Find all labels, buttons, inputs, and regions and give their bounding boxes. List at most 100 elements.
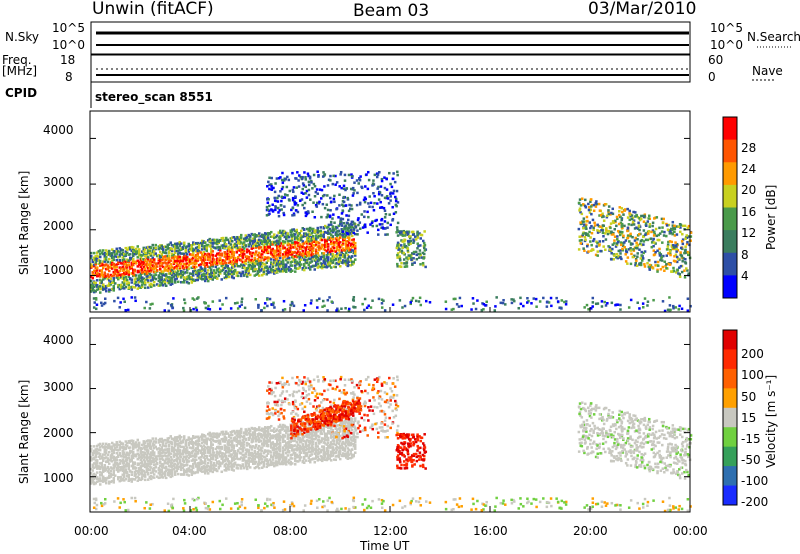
velocity-cell-1485: [171, 464, 174, 468]
power-cell-740: [130, 249, 133, 253]
power-cell-7294: [638, 217, 641, 220]
power-cell-2110: [204, 279, 207, 283]
power-cell-2326: [214, 239, 217, 242]
power-cell-3694: [285, 235, 288, 238]
power-cell-5268: [291, 196, 295, 200]
power-cell-7638: [647, 230, 651, 233]
power-cell-6610: [677, 272, 680, 275]
velocity-cell-851: [136, 438, 139, 442]
velocity-cell-493: [118, 469, 121, 472]
power-cell-4602: [333, 241, 336, 244]
velocity-cell-1801: [187, 469, 190, 472]
velocity-cell-767: [132, 450, 135, 454]
velocity-cell-583: [123, 472, 126, 475]
velocity-cell-1865: [190, 450, 193, 454]
velocity-cell-1673: [180, 455, 183, 458]
power-cell-6485: [403, 243, 406, 246]
power-cell-7450: [626, 216, 630, 219]
power-cell-4462: [325, 245, 328, 248]
velocity-cell-1383: [166, 471, 169, 475]
power-cell-6940: [631, 235, 634, 239]
power-cell-1098: [150, 279, 153, 282]
velocity-cell-1505: [171, 437, 174, 440]
power-cell-5376: [286, 175, 289, 179]
power-cell-492: [118, 276, 121, 280]
power-cell-1328: [162, 250, 165, 254]
power-cell-362: [111, 287, 114, 291]
power-cell-6696: [606, 232, 610, 236]
power-cell-8020: [603, 300, 606, 304]
power-cell-2616: [231, 270, 234, 274]
power-cell-3722: [286, 239, 289, 243]
velocity-cell-1489: [171, 458, 174, 461]
power-cell-2940: [247, 257, 250, 260]
power-cell-4748: [342, 253, 345, 257]
power-cell-5570: [333, 221, 336, 224]
velocity-cell-829: [136, 479, 139, 482]
power-cell-3556: [279, 260, 282, 264]
power-cell-124: [96, 259, 99, 262]
velocity-cell-1071: [148, 462, 151, 465]
power-cell-5716: [358, 221, 362, 224]
power-cell-7434: [626, 226, 630, 230]
power-cell-6481: [406, 239, 410, 243]
power-cell-7026: [636, 215, 640, 219]
velocity-cell-1057: [147, 444, 150, 448]
power-cell-6251: [416, 234, 419, 237]
power-cell-2522: [225, 243, 228, 246]
velocity-cell-1979: [196, 451, 199, 454]
power-cell-7510: [620, 207, 624, 210]
velocity-cell-1701: [181, 445, 184, 449]
velocity-cell-1905: [192, 441, 195, 444]
power-cell-5264: [385, 195, 389, 198]
velocity-cell-1687: [181, 466, 184, 469]
velocity-cell-931: [141, 460, 144, 464]
velocity-cell-447: [115, 463, 118, 466]
power-cell-5434: [323, 206, 327, 210]
power-cell-7522: [646, 238, 650, 242]
velocity-cell-643: [126, 463, 129, 466]
power-cell-1688: [181, 270, 184, 274]
power-cell-5754: [340, 186, 343, 190]
velocity-cell-909: [139, 448, 142, 452]
power-cell-1336: [163, 280, 166, 284]
power-cell-1748: [184, 271, 187, 274]
power-cell-7932: [130, 296, 133, 299]
power-cell-2126: [204, 261, 207, 265]
power-cell-3700: [286, 267, 289, 271]
power-cell-4132: [309, 261, 312, 264]
power-cell-4388: [321, 234, 324, 237]
power-cell-7430: [643, 214, 646, 218]
power-cell-4158: [309, 226, 312, 230]
power-cell-3510: [277, 269, 280, 272]
power-cell-6311: [418, 232, 421, 235]
power-cell-4972: [354, 250, 357, 253]
velocity-cell-129: [96, 447, 99, 451]
velocity-cell-227: [102, 456, 105, 459]
power-cell-448: [115, 269, 118, 272]
power-cell-6508: [611, 212, 615, 216]
power-cell-5002: [325, 216, 328, 219]
power-cell-2712: [235, 259, 238, 262]
power-cell-6439: [416, 242, 419, 245]
power-cell-4660: [337, 262, 340, 266]
power-cell-2396: [219, 257, 222, 260]
power-cell-5176: [297, 185, 301, 188]
power-cell-964: [142, 249, 145, 253]
power-cell-5698: [342, 204, 345, 208]
power-cell-7310: [667, 252, 670, 255]
velocity-cell-1983: [196, 445, 199, 448]
power-cell-4444: [324, 230, 327, 234]
power-cell-4144: [309, 246, 312, 249]
velocity-cell-323: [108, 462, 111, 465]
power-cell-3954: [298, 236, 301, 240]
power-cell-6341: [403, 253, 406, 256]
power-cell-4468: [325, 239, 328, 243]
velocity-cell-291: [106, 470, 109, 473]
power-cell-6768: [673, 234, 677, 237]
power-cell-2182: [207, 252, 210, 256]
power-cell-3924: [298, 266, 301, 269]
power-cell-6337: [408, 236, 412, 240]
power-cell-756: [132, 268, 135, 272]
velocity-cell-1805: [187, 460, 190, 463]
